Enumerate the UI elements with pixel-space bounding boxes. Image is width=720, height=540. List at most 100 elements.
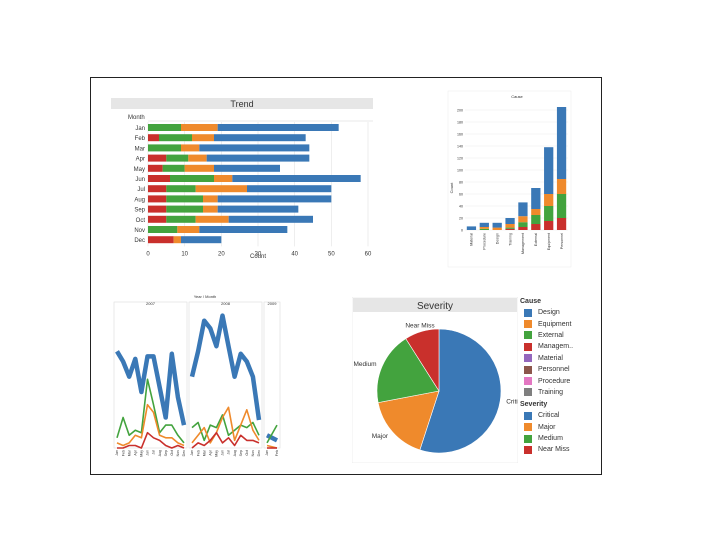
legend-label: Design xyxy=(538,309,560,317)
cause-bar-segment xyxy=(544,206,554,221)
severity-title: Severity xyxy=(417,301,453,312)
severity-legend-item[interactable]: Medium xyxy=(520,433,580,444)
trend-bar-segment xyxy=(177,226,200,233)
trend-bar-segment xyxy=(199,144,310,152)
cause-legend-item[interactable]: Design xyxy=(520,307,580,318)
cause-bar-segment xyxy=(466,226,477,230)
timeline-title: Year / Month xyxy=(194,294,217,299)
trend-bar-segment xyxy=(195,185,247,193)
trend-bar-segment xyxy=(148,144,181,152)
trend-bar-segment xyxy=(181,124,218,131)
legend-swatch xyxy=(524,342,532,351)
cause-bar-segment xyxy=(544,194,554,206)
severity-legend-item[interactable]: Critical xyxy=(520,410,580,421)
cause-bar-segment xyxy=(492,222,502,228)
trend-bar-segment xyxy=(206,154,310,162)
trend-x-tick: 30 xyxy=(255,251,262,257)
legend-label: Training xyxy=(538,388,564,396)
trend-bar-segment xyxy=(203,205,218,213)
trend-bar-segment xyxy=(195,215,229,223)
cause-legend-item[interactable]: Training xyxy=(520,387,580,398)
cause-x-label: External xyxy=(534,233,538,246)
trend-month-label: Dec xyxy=(134,238,145,244)
trend-row-header: Month xyxy=(128,115,145,121)
severity-slice-label: Critical xyxy=(506,399,518,406)
trend-bar-segment xyxy=(232,175,361,182)
timeline-month-label: Jan xyxy=(115,450,119,456)
trend-bar-segment xyxy=(217,124,339,131)
cause-legend-item[interactable]: External xyxy=(520,330,580,341)
trend-bar-segment xyxy=(148,236,174,244)
severity-legend-item[interactable]: Near Miss xyxy=(520,444,580,455)
trend-x-tick: 20 xyxy=(218,251,225,257)
timeline-month-label: May xyxy=(215,450,219,457)
legend-label: Major xyxy=(538,423,556,431)
cause-legend-item[interactable]: Procedure xyxy=(520,375,580,386)
trend-bar-segment xyxy=(148,154,167,162)
severity-slice-label: Near Miss xyxy=(405,323,435,330)
trend-bar-segment xyxy=(184,164,214,172)
trend-bar-segment xyxy=(217,205,299,213)
trend-bar-segment xyxy=(148,134,159,142)
cause-legend-item[interactable]: Managem.. xyxy=(520,341,580,352)
trend-bar-segment xyxy=(214,164,280,172)
timeline-pane xyxy=(263,301,281,449)
timeline-series-line xyxy=(266,424,278,444)
trend-title-bar xyxy=(111,98,373,109)
cause-bar-segment xyxy=(505,224,515,228)
trend-x-axis-label: Count xyxy=(250,254,266,260)
trend-bar-segment xyxy=(162,164,185,172)
cause-legend-item[interactable]: Equipment xyxy=(520,318,580,329)
timeline-month-label: Feb xyxy=(275,450,279,456)
timeline-month-label: Mar xyxy=(127,449,131,456)
trend-bar-segment xyxy=(166,215,196,223)
cause-legend-item[interactable]: Material xyxy=(520,353,580,364)
timeline-pane xyxy=(188,301,263,449)
trend-bar-segment xyxy=(148,185,167,193)
legend-swatch xyxy=(524,423,532,432)
timeline-chart-panel: Year / Month 2007 2008 2009 Jan Feb Mar Apr Ma… xyxy=(110,290,285,465)
cause-legend-item[interactable]: Personnel xyxy=(520,364,580,375)
trend-chart: Trend Month Jan Feb Mar Apr May Jun Jul Aug Sep O… xyxy=(111,98,373,260)
trend-bar-segment xyxy=(148,175,170,182)
trend-bar-segment xyxy=(148,215,167,223)
timeline-month-label: Jul xyxy=(227,450,231,455)
trend-bar-segment xyxy=(166,185,196,193)
cause-title: Cause xyxy=(511,94,523,99)
cause-bar-segment xyxy=(518,216,528,223)
trend-x-tick: 0 xyxy=(146,251,150,257)
trend-bar-segment xyxy=(148,226,178,233)
severity-pie-slice xyxy=(377,390,440,451)
cause-y-tick: 0 xyxy=(461,228,463,232)
cause-bar-segment xyxy=(556,194,567,218)
timeline-month-label: Apr xyxy=(208,449,212,455)
timeline-month-label: Apr xyxy=(133,449,137,455)
cause-bar-segment xyxy=(531,209,541,215)
severity-legend-item[interactable]: Major xyxy=(520,422,580,433)
trend-x-tick: 60 xyxy=(365,251,372,257)
legend-label: Managem.. xyxy=(538,343,574,351)
cause-bar-segment xyxy=(479,222,489,227)
trend-x-tick: 50 xyxy=(328,251,335,257)
cause-y-tick: 180 xyxy=(457,120,463,124)
legend-swatch xyxy=(524,445,532,454)
cause-y-tick: 140 xyxy=(457,144,463,148)
trend-bar-segment xyxy=(148,164,163,172)
cause-y-tick: 60 xyxy=(459,192,463,196)
trend-bar-segment xyxy=(148,205,167,213)
legend-label: Procedure xyxy=(538,377,571,385)
severity-chart: Severity Critical Major Medium Near Miss xyxy=(352,297,518,463)
cause-bar-segment xyxy=(518,227,528,230)
legend-swatch xyxy=(524,377,532,386)
trend-bar-segment xyxy=(217,195,332,203)
cause-bar-segment xyxy=(505,227,515,229)
timeline-year-label: 2007 xyxy=(146,301,156,306)
cause-bar-segment xyxy=(556,179,567,194)
trend-bar-segment xyxy=(159,134,192,142)
timeline-month-label: Jun xyxy=(221,450,225,456)
timeline-series-line xyxy=(116,378,185,444)
legend-label: Critical xyxy=(538,412,560,420)
cause-bar-segment xyxy=(518,202,528,217)
legend-swatch xyxy=(524,434,532,443)
trend-bar-segment xyxy=(247,185,332,193)
